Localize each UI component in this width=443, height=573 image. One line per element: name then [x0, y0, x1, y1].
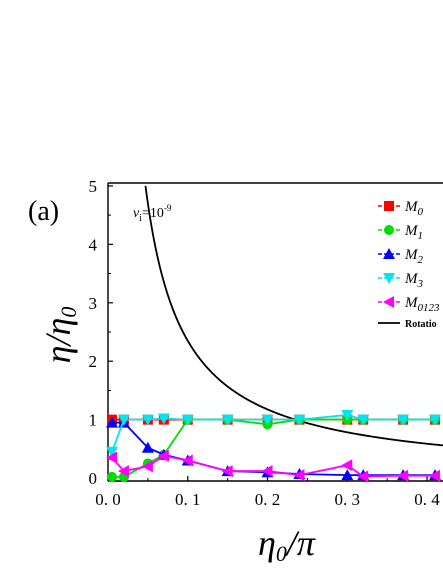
- series-m0123-point: [221, 465, 233, 478]
- legend-label: M2: [404, 247, 424, 266]
- series-m3-point: [429, 414, 442, 426]
- series-m0123-point: [141, 460, 153, 473]
- series-m2-point: [141, 441, 154, 453]
- series-m2-point: [341, 469, 354, 481]
- legend: M0 M1 M2 M3 M0123 Rotatio: [378, 199, 440, 330]
- series-m0123-point: [341, 459, 353, 472]
- legend-marker: [384, 201, 394, 211]
- legend-marker: [383, 248, 395, 259]
- series-m0123-point: [397, 469, 409, 482]
- y-tick-label: 4: [89, 235, 98, 254]
- legend-label: Rotatio: [405, 319, 437, 330]
- legend-marker: [383, 296, 394, 308]
- series-m0123: [105, 449, 441, 483]
- series-m3: [105, 409, 442, 458]
- series-m1-line: [111, 418, 436, 478]
- series-m3-point: [157, 413, 170, 425]
- series-m3-point: [357, 414, 370, 426]
- series-m0123-point: [105, 451, 117, 464]
- series-m3-point: [221, 414, 234, 426]
- legend-item-m1: M1: [378, 223, 423, 242]
- legend-item-m0123: M0123: [378, 295, 440, 314]
- series-m0123-point: [357, 470, 369, 483]
- series-m3-point: [105, 446, 118, 458]
- x-ticks: 0. 0 0. 1 0. 2 0. 3 0. 4: [95, 476, 440, 509]
- x-tick-label: 0. 0: [95, 490, 121, 509]
- series-m3-point: [341, 409, 354, 421]
- x-tick-label: 0. 1: [175, 490, 201, 509]
- rotation-curve: [144, 185, 443, 447]
- series-m0123-point: [261, 465, 273, 478]
- series-m3-point: [293, 414, 306, 426]
- plot-area: 0. 0 0. 1 0. 2 0. 3 0. 4 0 1 2 3 4 5 M0 M1 M2 M3 M012…: [89, 177, 443, 509]
- legend-item-m3: M3: [378, 271, 424, 290]
- y-tick-label: 3: [89, 294, 98, 313]
- y-tick-label: 0: [89, 469, 98, 488]
- legend-item-m2: M2: [378, 247, 424, 266]
- series-m3-point: [397, 414, 410, 426]
- x-tick-label: 0. 3: [335, 490, 361, 509]
- series-m3-point: [261, 414, 274, 426]
- series-m3-line: [111, 414, 436, 453]
- series-m0123-point: [117, 465, 129, 478]
- legend-marker: [383, 273, 395, 284]
- series-m2-line: [111, 421, 436, 477]
- x-tick-label: 0. 4: [414, 490, 440, 509]
- series-m2: [105, 416, 442, 481]
- series-m0123-point: [293, 469, 305, 482]
- series-m3-point: [117, 414, 130, 426]
- legend-label: M0: [404, 199, 424, 218]
- legend-label: M0123: [404, 295, 440, 314]
- legend-label: M1: [404, 223, 423, 242]
- panel-label: (a): [28, 196, 59, 227]
- curve-layer: [144, 185, 443, 447]
- series-layer: [105, 409, 442, 483]
- series-m0123-point: [181, 454, 193, 467]
- series-m3-point: [141, 414, 154, 426]
- series-m2-point: [105, 416, 118, 428]
- y-tick-label: 5: [89, 177, 98, 196]
- legend-label: M3: [404, 271, 424, 290]
- x-tick-label: 0. 2: [255, 490, 281, 509]
- annotation: vi=10-9: [133, 203, 172, 224]
- y-tick-label: 2: [89, 352, 98, 371]
- series-m1-point: [106, 471, 117, 482]
- series-m0123-point: [429, 469, 441, 482]
- series-m3-point: [181, 414, 194, 426]
- legend-marker: [384, 225, 394, 235]
- legend-item-m0: M0: [378, 199, 424, 218]
- y-tick-label: 1: [89, 411, 98, 430]
- y-axis-label: η/η0: [38, 307, 81, 364]
- series-m0123-point: [157, 449, 169, 462]
- y-ticks: 0 1 2 3 4 5: [89, 177, 113, 488]
- x-axis-label: η0/π: [258, 523, 316, 566]
- legend-item-rotation: Rotatio: [378, 319, 437, 330]
